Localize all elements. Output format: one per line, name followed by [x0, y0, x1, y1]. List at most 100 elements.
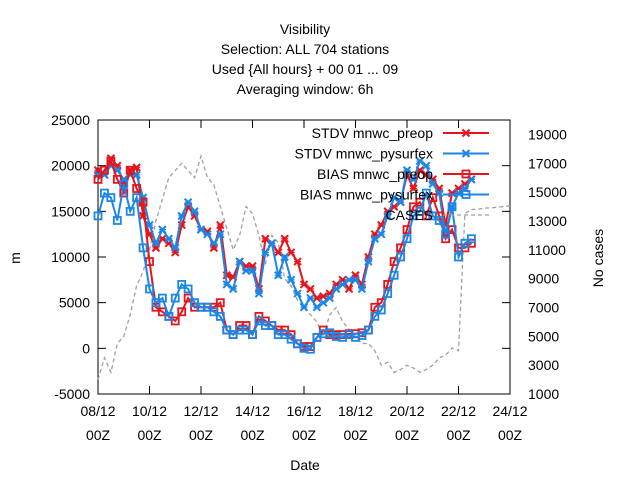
- y-tick-label: 25000: [51, 112, 90, 128]
- data-point: [428, 193, 438, 203]
- chart-title: Visibility Selection: ALL 704 stations Use…: [212, 21, 399, 97]
- y2-tick-label: 17000: [528, 155, 567, 171]
- data-point: [306, 284, 315, 294]
- x-tick-label-hour: 00Z: [189, 427, 214, 443]
- data-point: [93, 211, 103, 221]
- y2-tick-label: 3000: [528, 357, 559, 373]
- data-point: [299, 280, 309, 289]
- data-point: [312, 293, 322, 303]
- data-point: [267, 321, 277, 330]
- data-point: [177, 211, 186, 221]
- data-point: [357, 331, 367, 340]
- data-point: [241, 321, 251, 330]
- data-point: [171, 243, 180, 253]
- x-tick-label-hour: 00Z: [240, 427, 265, 443]
- data-point: [209, 239, 219, 248]
- data-point: [396, 252, 405, 262]
- data-point: [402, 234, 412, 244]
- data-point: [164, 234, 174, 243]
- data-point: [228, 284, 238, 294]
- data-point: [112, 174, 122, 184]
- data-point: [389, 257, 399, 266]
- data-point: [132, 184, 142, 193]
- x-tick-label-date: 12/12: [183, 403, 218, 419]
- data-point: [274, 248, 283, 257]
- data-point: [170, 293, 180, 303]
- data-point: [267, 239, 277, 248]
- data-point: [248, 330, 257, 340]
- data-point: [280, 330, 290, 340]
- data-point: [177, 307, 187, 317]
- data-point: [157, 307, 167, 317]
- y2-tick-label: 5000: [528, 328, 559, 344]
- data-point: [447, 202, 457, 212]
- data-point: [203, 229, 212, 239]
- data-point: [158, 225, 167, 234]
- y2-tick-label: 1000: [528, 386, 559, 402]
- x-tick-label-hour: 00Z: [292, 427, 317, 443]
- data-point: [306, 293, 315, 303]
- title-line: Averaging window: 6h: [237, 81, 374, 97]
- data-point: [293, 257, 302, 266]
- data-point: [216, 220, 225, 230]
- x-axis: 08/12 00Z 10/12 00Z 12/12 00Z 14/12 00Z 16/12 00Z…: [80, 120, 528, 443]
- data-point: [415, 206, 425, 216]
- data-point: [261, 248, 270, 257]
- data-point: [164, 311, 174, 321]
- y-tick-label: 10000: [51, 249, 90, 265]
- data-point: [383, 211, 392, 221]
- y2-tick-label: 13000: [528, 213, 567, 229]
- y-tick-label: 15000: [51, 203, 90, 219]
- data-point: [319, 298, 328, 307]
- data-point: [409, 175, 418, 184]
- series-line: [97, 153, 511, 380]
- data-point: [409, 211, 418, 221]
- data-point: [376, 305, 386, 315]
- data-point: [125, 206, 135, 216]
- data-point: [280, 234, 289, 243]
- x-tick-label-hour: 00Z: [343, 427, 368, 443]
- series-bias-mnwc-pysurfex: [93, 179, 476, 354]
- data-point: [312, 303, 322, 312]
- data-point: [409, 184, 418, 193]
- data-point: [421, 188, 431, 198]
- y-tick-label: 20000: [51, 158, 90, 174]
- y-tick-label: 5000: [59, 295, 90, 311]
- data-point: [454, 252, 463, 262]
- data-point: [222, 280, 231, 289]
- data-point: [293, 339, 302, 349]
- data-point: [190, 207, 199, 216]
- data-point: [138, 197, 148, 207]
- data-point: [286, 334, 296, 344]
- x-tick-label-hour: 00Z: [395, 427, 420, 443]
- data-point: [132, 193, 142, 203]
- data-point: [183, 284, 193, 294]
- data-point: [370, 234, 380, 243]
- data-point: [338, 280, 347, 289]
- data-point: [415, 156, 425, 166]
- y2-tick-label: 7000: [528, 299, 559, 315]
- x-axis-label: Date: [290, 457, 320, 473]
- data-point: [344, 275, 354, 285]
- data-point: [351, 275, 360, 285]
- data-point: [409, 202, 418, 212]
- data-point: [331, 284, 341, 294]
- y-axis-label: m: [7, 252, 23, 264]
- data-point: [254, 316, 264, 326]
- x-tick-label-date: 24/12: [492, 403, 527, 419]
- x-tick-label-date: 08/12: [80, 403, 115, 419]
- y2-axis-label: No cases: [590, 229, 606, 287]
- data-point: [460, 238, 470, 248]
- y2-axis: 1000 3000 5000 7000 9000 11000 13000 15000 17000…: [528, 126, 567, 402]
- x-tick-label-date: 14/12: [235, 403, 270, 419]
- data-point: [157, 293, 167, 303]
- legend-label: BIAS mnwc_pysurfex: [300, 187, 433, 203]
- data-point: [325, 293, 334, 303]
- title-line: Selection: ALL 704 stations: [221, 41, 389, 57]
- data-point: [280, 325, 290, 335]
- data-point: [151, 239, 161, 248]
- x-tick-label-hour: 00Z: [446, 427, 471, 443]
- y-axis: -5000 0 5000 10000 15000 20000 25000: [51, 112, 510, 402]
- x-tick-label-date: 22/12: [441, 403, 476, 419]
